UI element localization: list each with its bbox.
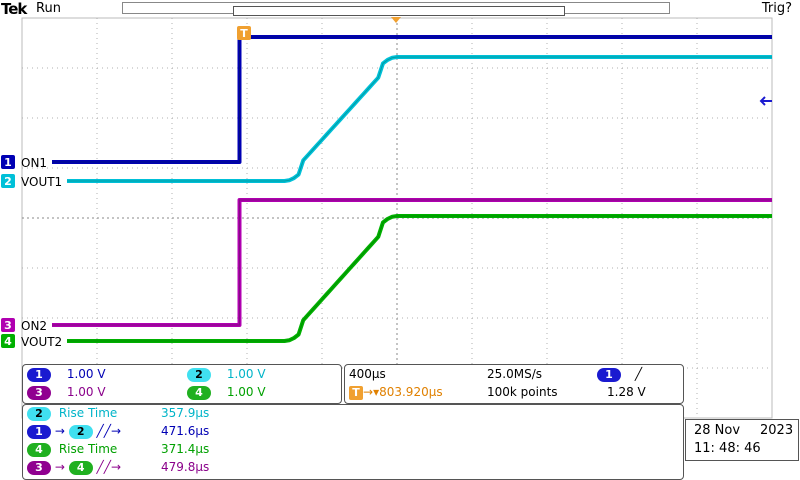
date: 28 Nov [694,423,741,438]
trigger-source-badge[interactable]: 1 [597,367,621,382]
meas-1-label: Rise Time [58,406,118,420]
meas-4-source-badge[interactable]: 3 [27,460,51,475]
meas-3-source-badge[interactable]: 4 [27,442,51,457]
meas-1-source-badge[interactable]: 2 [27,406,51,421]
datetime-panel: 28 Nov 2023 11: 48: 46 [685,419,799,461]
vertical-scale-panel: 1 1.00 V 2 1.00 V 3 1.00 V 4 1.00 V [22,364,342,404]
measurements-panel: 2 Rise Time 357.9µs 1 → 2 ╱╱→ 471.6µs 4 … [22,404,684,480]
top-status-bar: Tek Run Trig? [0,0,800,18]
channel-1-badge[interactable]: 1 [27,367,51,382]
ch3-scale: 1.00 V [66,385,106,399]
channel-3-badge[interactable]: 3 [27,385,51,400]
waveform-traces [52,35,772,343]
channel-3-marker[interactable]: 3 ON2 [1,318,47,333]
channel-2-marker-number: 2 [4,175,12,188]
ch4-waveform-outline [67,215,772,342]
time: 11: 48: 46 [694,441,761,456]
trigger-marker-icon: T [349,385,363,400]
record-overview-bar[interactable] [122,2,670,16]
trigger-slope-icon: ╱ [634,367,643,381]
ch3-waveform-outline [52,199,772,326]
channel-2-marker[interactable]: 2 VOUT1 [1,174,62,189]
trigger-status: Trig? [761,1,792,16]
ch2-scale: 1.00 V [226,367,266,381]
channel-3-marker-number: 3 [4,319,12,332]
record-view-window[interactable] [233,6,565,16]
channel-4-marker[interactable]: 4 VOUT2 [1,334,62,349]
meas-4-value: 479.8µs [161,460,210,474]
record-length: 100k points [487,385,558,399]
channel-4-label: VOUT2 [21,335,62,349]
trigger-position: ▾803.920µs [373,385,443,399]
timebase: 400µs [349,367,386,381]
brand-logo: Tek [1,0,27,18]
center-position-marker [391,17,401,23]
channel-1-marker-number: 1 [4,156,12,169]
meas-1-value: 357.9µs [161,406,210,420]
ch2-waveform-outline [67,56,772,182]
ch1-waveform-outline [52,36,772,163]
arrow-icon: → [54,460,65,474]
arrow-icon: → [54,424,65,438]
channel-1-marker[interactable]: 1 ON1 [1,155,47,170]
channel-4-marker-number: 4 [4,335,12,348]
channel-3-label: ON2 [21,319,47,333]
channel-1-label: ON1 [21,156,47,170]
ch1-scale: 1.00 V [66,367,106,381]
channel-2-label: VOUT1 [21,175,62,189]
channel-4-badge[interactable]: 4 [187,385,211,400]
meas-3-label: Rise Time [58,442,118,456]
horizontal-trigger-panel: 400µs 25.0MS/s 1 ╱ T →▾803.920µs 100k poi… [344,364,684,404]
meas-2-target-badge[interactable]: 2 [68,424,93,439]
sample-rate: 25.0MS/s [487,367,542,381]
meas-3-value: 371.4µs [161,442,210,456]
channel-markers[interactable]: 1 ON1 2 VOUT1 3 ON2 4 VOUT2 T [1,17,772,349]
meas-2-source-badge[interactable]: 1 [27,424,51,439]
trigger-time-marker[interactable]: T [237,26,251,40]
ch4-waveform [67,214,772,343]
ch1-waveform [52,35,772,164]
ch2-waveform [67,55,772,183]
ch4-scale: 1.00 V [226,385,266,399]
edge-icon: ╱╱→ [96,460,122,474]
acquisition-status: Run [36,1,61,16]
meas-4-target-badge[interactable]: 4 [68,460,93,475]
meas-2-value: 471.6µs [161,424,210,438]
trigger-level: 1.28 V [607,385,646,399]
year: 2023 [760,423,794,438]
ch3-waveform [52,198,772,327]
edge-icon: ╱╱→ [96,424,122,438]
channel-2-badge[interactable]: 2 [187,367,211,382]
trigger-level-arrow-icon[interactable] [759,96,772,106]
trigger-time-marker-letter: T [240,27,248,40]
